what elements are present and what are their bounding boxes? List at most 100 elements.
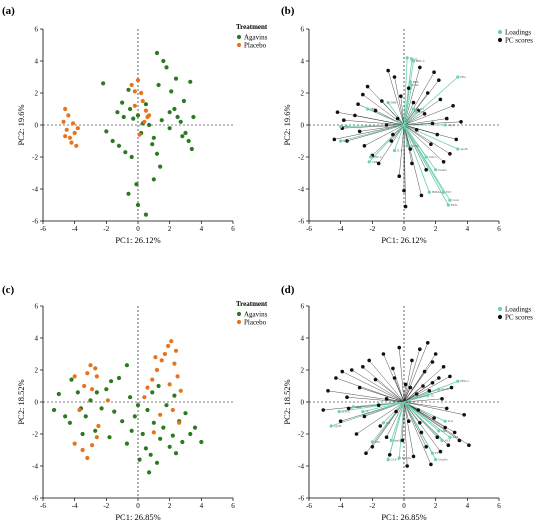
- data-point-agavins: [88, 398, 93, 403]
- loading-label: FPG: [460, 75, 466, 79]
- loading-label: AST: [343, 125, 349, 129]
- score-ray: [400, 96, 405, 126]
- data-point-placebo: [93, 366, 98, 371]
- x-tick-label: 0: [136, 225, 140, 233]
- score-point: [397, 174, 402, 178]
- data-point-agavins: [167, 444, 172, 449]
- score-point: [408, 147, 413, 151]
- score-point: [384, 123, 389, 127]
- data-point-agavins: [116, 143, 122, 148]
- score-point: [373, 377, 378, 382]
- loading-label: DBP: [391, 101, 397, 105]
- data-point-placebo: [88, 363, 93, 368]
- loading-ray: [339, 401, 405, 412]
- data-point-placebo: [75, 126, 80, 131]
- data-point-placebo: [64, 127, 69, 132]
- score-point: [408, 385, 413, 390]
- data-point-agavins: [129, 428, 134, 433]
- score-point: [457, 438, 462, 443]
- score-point: [321, 408, 326, 412]
- score-ray: [334, 124, 405, 140]
- legend-marker-pc-scores: [497, 314, 503, 320]
- data-point-placebo: [142, 119, 147, 124]
- loading-label: GLP-1: [416, 107, 425, 111]
- loading-label: BMI: [413, 80, 419, 84]
- data-point-agavins: [110, 138, 115, 144]
- data-point-agavins: [94, 390, 99, 395]
- y-tick-label: -2: [32, 431, 38, 439]
- score-ray: [369, 360, 405, 403]
- loading-ray: [403, 124, 451, 201]
- loading-label: ALT: [343, 139, 349, 143]
- score-ray: [392, 368, 405, 403]
- score-point: [432, 416, 436, 420]
- data-point-placebo: [72, 374, 77, 379]
- score-point: [392, 376, 397, 380]
- y-tick-label: -6: [32, 495, 38, 503]
- y-tick-label: 0: [35, 122, 39, 130]
- loading-label: ApoA: [448, 123, 456, 127]
- data-point-agavins: [101, 81, 106, 86]
- score-point: [424, 168, 428, 172]
- data-point-agavins: [178, 119, 183, 124]
- loading-point: [405, 144, 409, 148]
- score-ray: [346, 397, 405, 403]
- loading-point: [367, 160, 371, 164]
- x-tick-label: 4: [466, 225, 470, 233]
- score-point: [421, 384, 425, 388]
- loading-label: TC: [414, 57, 418, 61]
- legend-marker-agavins: [236, 34, 242, 40]
- score-point: [422, 369, 427, 374]
- data-point-agavins: [115, 110, 120, 115]
- score-point: [438, 97, 443, 102]
- y-axis-label: PC2: 19.6%: [16, 104, 26, 145]
- data-point-agavins: [161, 425, 166, 430]
- legend-marker-placebo: [236, 42, 242, 48]
- data-point-agavins: [134, 182, 139, 187]
- loading-point: [441, 190, 446, 194]
- data-point-agavins: [189, 146, 194, 152]
- data-point-agavins: [192, 425, 198, 430]
- loading-ray: [340, 124, 405, 142]
- loading-point: [386, 101, 390, 105]
- data-point-agavins: [143, 212, 149, 217]
- loading-point: [424, 155, 428, 159]
- data-point-agavins: [180, 439, 185, 445]
- loading-ray: [383, 401, 405, 424]
- data-point-placebo: [154, 367, 160, 373]
- data-point-placebo: [129, 82, 134, 88]
- data-point-agavins: [120, 419, 125, 424]
- loading-ray: [362, 401, 405, 412]
- y-tick-label: -6: [298, 218, 304, 226]
- score-ray: [399, 347, 405, 403]
- score-point: [425, 341, 430, 345]
- loading-point: [434, 458, 438, 462]
- y-tick-label: 4: [301, 58, 305, 66]
- data-point-agavins: [158, 436, 163, 441]
- data-point-agavins: [148, 452, 153, 457]
- score-ray: [403, 401, 470, 446]
- score-point: [429, 462, 433, 467]
- score-point: [389, 139, 394, 143]
- x-tick-label: 6: [231, 225, 235, 233]
- data-point-agavins: [124, 363, 130, 368]
- score-ray: [394, 76, 405, 126]
- data-point-placebo: [132, 89, 137, 94]
- score-ray: [387, 70, 405, 126]
- loading-point: [365, 107, 370, 111]
- loading-label: BMI: [356, 405, 362, 409]
- score-point: [384, 435, 389, 440]
- score-ray: [359, 124, 405, 132]
- data-point-agavins: [191, 114, 196, 120]
- score-ray: [403, 385, 424, 403]
- data-point-placebo: [146, 113, 152, 118]
- data-point-agavins: [104, 129, 109, 134]
- data-point-placebo: [105, 398, 111, 403]
- score-point: [364, 451, 368, 456]
- legend-marker-loadings: [497, 29, 503, 35]
- data-point-agavins: [150, 142, 155, 147]
- score-ray: [335, 377, 405, 403]
- data-point-placebo: [153, 355, 158, 360]
- x-tick-label: 0: [136, 502, 140, 510]
- y-tick-label: 0: [301, 122, 305, 130]
